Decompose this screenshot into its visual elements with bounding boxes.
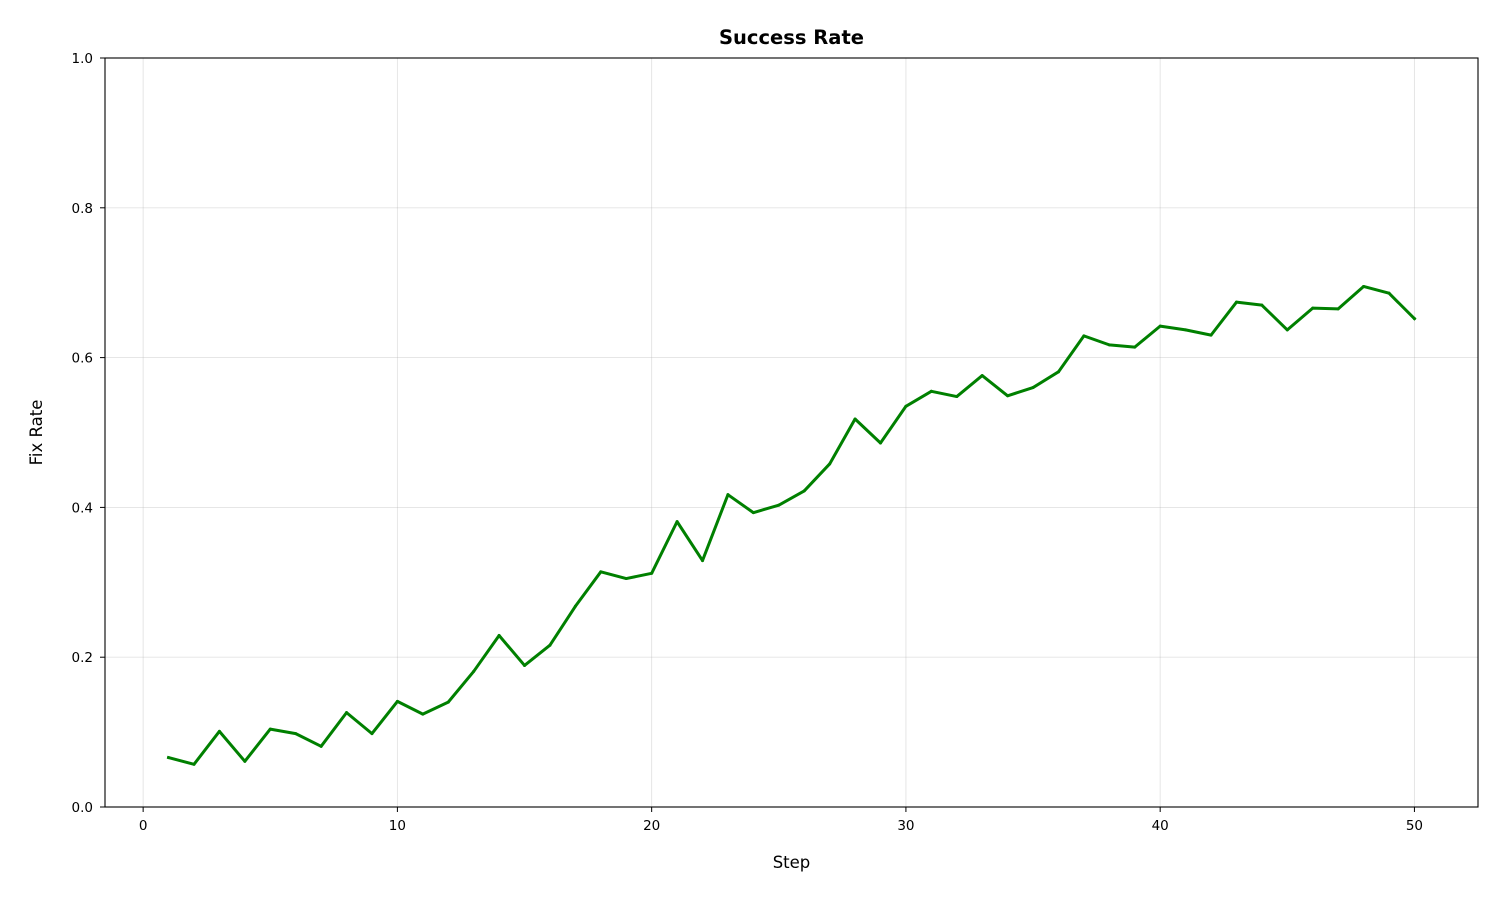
plot-frame xyxy=(104,57,1479,808)
data-point xyxy=(319,744,323,748)
data-point xyxy=(878,441,882,445)
data-point xyxy=(624,577,628,581)
series-layer xyxy=(166,284,1417,766)
data-point xyxy=(446,700,450,704)
data-point xyxy=(217,729,221,733)
data-point xyxy=(980,374,984,378)
y-tick-label: 1.0 xyxy=(72,51,93,67)
data-point xyxy=(395,699,399,703)
data-point xyxy=(1158,324,1162,328)
data-point xyxy=(1031,386,1035,390)
data-point xyxy=(1260,303,1264,307)
y-tick-label: 0.8 xyxy=(72,201,93,217)
data-point xyxy=(523,663,527,667)
x-axis-label: Step xyxy=(773,853,811,872)
data-point xyxy=(294,732,298,736)
data-point xyxy=(1107,343,1111,347)
data-point xyxy=(929,389,933,393)
y-tick-label: 0.4 xyxy=(72,500,93,516)
data-point xyxy=(726,493,730,497)
data-point xyxy=(1387,291,1391,295)
data-point xyxy=(853,417,857,421)
data-point xyxy=(268,727,272,731)
y-tick-label: 0.0 xyxy=(72,800,93,816)
chart-title: Success Rate xyxy=(719,26,864,49)
data-point xyxy=(828,462,832,466)
data-point xyxy=(1311,306,1315,310)
data-point xyxy=(1056,370,1060,374)
data-point xyxy=(573,604,577,608)
data-point xyxy=(1412,317,1416,321)
data-point xyxy=(1082,334,1086,338)
data-point xyxy=(192,762,196,766)
data-point xyxy=(904,404,908,408)
data-point xyxy=(650,571,654,575)
y-tick-label: 0.2 xyxy=(72,650,93,666)
data-point xyxy=(472,669,476,673)
data-point xyxy=(777,503,781,507)
x-tick-label: 10 xyxy=(389,818,406,834)
data-point xyxy=(1184,328,1188,332)
axis-ticks: 0 10 20 30 40 50 0.0 0.2 0.4 0.6 0.8 1.0 xyxy=(72,51,1424,834)
series-line xyxy=(166,284,1417,766)
data-point xyxy=(802,489,806,493)
x-tick-label: 0 xyxy=(139,818,148,834)
y-tick-label: 0.6 xyxy=(72,351,93,367)
data-point xyxy=(243,759,247,763)
y-axis-label: Fix Rate xyxy=(27,400,46,466)
x-tick-label: 50 xyxy=(1406,818,1423,834)
x-tick-label: 20 xyxy=(643,818,660,834)
grid-lines xyxy=(105,57,1478,808)
data-point xyxy=(1336,307,1340,311)
data-point xyxy=(370,732,374,736)
data-point xyxy=(1006,394,1010,398)
data-point xyxy=(1234,300,1238,304)
data-point xyxy=(497,633,501,637)
data-point xyxy=(167,756,171,760)
data-point xyxy=(548,643,552,647)
data-point xyxy=(751,511,755,515)
data-point xyxy=(1362,284,1366,288)
data-point xyxy=(345,711,349,715)
data-point xyxy=(955,395,959,399)
data-point xyxy=(421,712,425,716)
data-point xyxy=(1133,345,1137,349)
data-point xyxy=(675,520,679,524)
x-tick-label: 40 xyxy=(1152,818,1169,834)
data-point xyxy=(599,570,603,574)
data-point xyxy=(1285,328,1289,332)
data-point xyxy=(1209,333,1213,337)
x-tick-label: 30 xyxy=(897,818,914,834)
data-point xyxy=(701,559,705,563)
